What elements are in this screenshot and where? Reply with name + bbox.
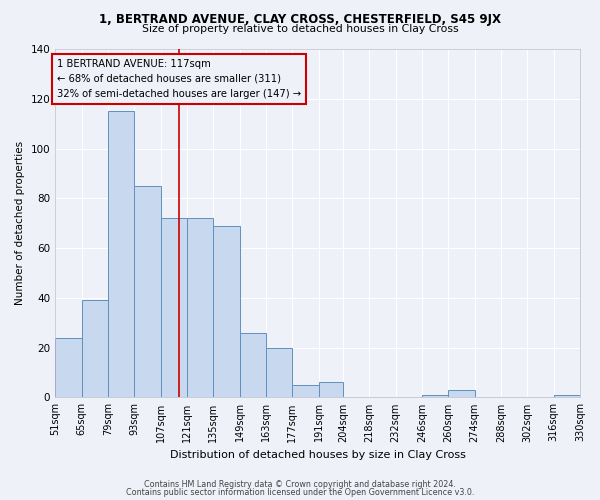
Bar [108, 111, 134, 398]
Bar [55, 338, 82, 398]
Bar [266, 348, 292, 398]
Bar [554, 395, 580, 398]
Bar [213, 226, 239, 398]
Bar [161, 218, 187, 398]
Bar [422, 395, 448, 398]
Bar [187, 218, 213, 398]
Bar [319, 382, 343, 398]
Text: 1 BERTRAND AVENUE: 117sqm
← 68% of detached houses are smaller (311)
32% of semi: 1 BERTRAND AVENUE: 117sqm ← 68% of detac… [57, 59, 301, 98]
Text: Size of property relative to detached houses in Clay Cross: Size of property relative to detached ho… [142, 24, 458, 34]
Text: 1, BERTRAND AVENUE, CLAY CROSS, CHESTERFIELD, S45 9JX: 1, BERTRAND AVENUE, CLAY CROSS, CHESTERF… [99, 12, 501, 26]
Y-axis label: Number of detached properties: Number of detached properties [15, 141, 25, 306]
Text: Contains HM Land Registry data © Crown copyright and database right 2024.: Contains HM Land Registry data © Crown c… [144, 480, 456, 489]
Bar [448, 390, 475, 398]
Bar [82, 300, 108, 398]
X-axis label: Distribution of detached houses by size in Clay Cross: Distribution of detached houses by size … [170, 450, 466, 460]
Bar [134, 186, 161, 398]
Bar [292, 385, 319, 398]
Bar [239, 332, 266, 398]
Text: Contains public sector information licensed under the Open Government Licence v3: Contains public sector information licen… [126, 488, 474, 497]
